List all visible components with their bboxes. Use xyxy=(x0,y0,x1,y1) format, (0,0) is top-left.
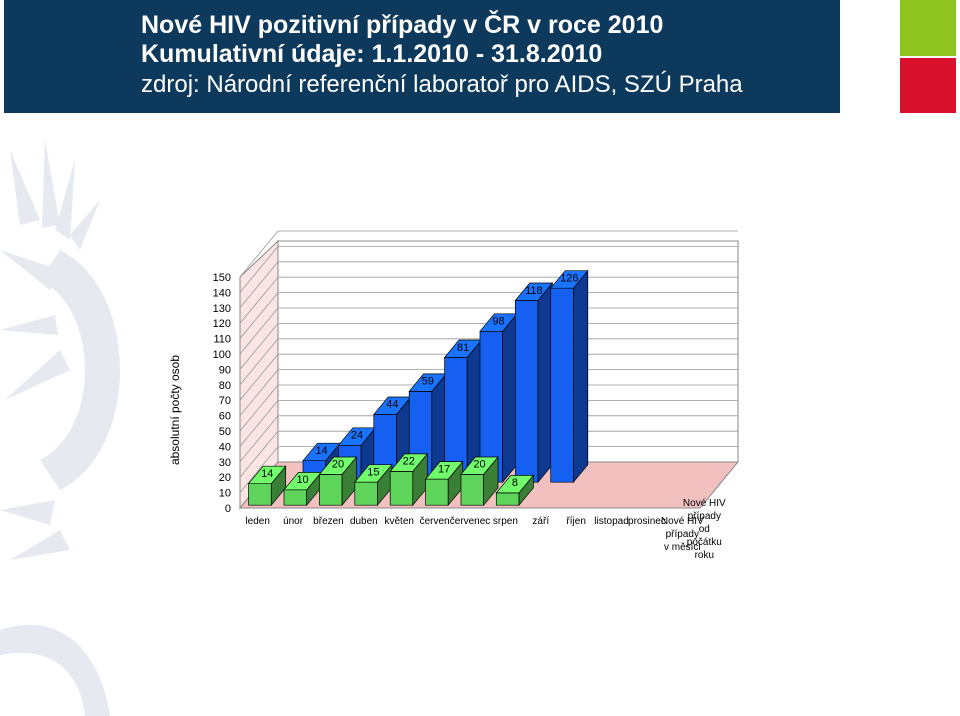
y-tick-label: 50 xyxy=(219,426,231,438)
bar: 20 xyxy=(318,456,358,507)
gridline xyxy=(239,353,279,401)
y-tick-label: 100 xyxy=(213,349,231,361)
background-sun-logo xyxy=(0,140,120,716)
bar: 81 xyxy=(443,339,483,484)
x-tick-label: listopad xyxy=(594,516,628,527)
y-tick-label: 70 xyxy=(219,395,231,407)
x-tick-label: červenec xyxy=(450,516,491,527)
data-label: 118 xyxy=(525,285,543,297)
gridline xyxy=(239,323,279,370)
gridline xyxy=(239,369,279,416)
data-label: 10 xyxy=(296,474,308,486)
page-title: Nové HIV pozitivní případy v ČR v roce 2… xyxy=(141,11,664,39)
data-label: 126 xyxy=(560,272,578,284)
page-subtitle: Kumulativní údaje: 1.1.2010 - 31.8.2010 xyxy=(141,40,603,68)
y-tick-label: 90 xyxy=(219,364,231,376)
x-tick-label: září xyxy=(532,516,549,527)
bar: 17 xyxy=(424,460,464,507)
y-tick-label: 80 xyxy=(219,380,231,392)
bar: 8 xyxy=(495,474,535,507)
y-tick-label: 0 xyxy=(225,503,231,515)
series-label: Nové HIV případy v měsíci xyxy=(661,516,704,553)
data-label: 17 xyxy=(438,463,450,475)
bar: 20 xyxy=(460,456,499,507)
y-tick-label: 10 xyxy=(219,488,231,500)
gridline xyxy=(239,430,279,478)
data-label: 15 xyxy=(367,466,379,478)
gridline xyxy=(239,276,279,324)
data-label: 14 xyxy=(261,468,273,480)
gridline xyxy=(239,261,279,309)
x-tick-label: leden xyxy=(245,516,269,527)
bar: 15 xyxy=(354,463,393,507)
bar: 126 xyxy=(549,269,589,484)
bar: 14 xyxy=(247,465,287,507)
x-tick-label: únor xyxy=(283,516,304,527)
gridline xyxy=(239,246,279,293)
data-label: 81 xyxy=(457,342,469,354)
title-banner xyxy=(4,0,840,113)
gridline xyxy=(239,307,279,355)
bar: 22 xyxy=(389,452,429,507)
y-tick-label: 120 xyxy=(213,318,231,330)
x-tick-label: duben xyxy=(350,516,378,527)
gridline xyxy=(239,230,279,278)
data-label: 14 xyxy=(315,445,327,457)
data-label: 20 xyxy=(473,459,485,471)
y-tick-label: 130 xyxy=(213,303,231,315)
series-label: Nové HIV případy od počátku roku xyxy=(683,498,726,561)
y-tick-label: 110 xyxy=(213,334,231,346)
data-label: 8 xyxy=(512,477,518,489)
data-label: 98 xyxy=(492,316,504,328)
gridline xyxy=(239,338,279,386)
data-label: 24 xyxy=(351,430,363,442)
red-square-right xyxy=(900,58,956,113)
data-label: 20 xyxy=(332,459,344,471)
data-label: 22 xyxy=(403,456,415,468)
gridline xyxy=(239,446,279,493)
gridline xyxy=(239,384,279,432)
y-tick-label: 40 xyxy=(219,441,231,453)
gridline xyxy=(239,400,279,447)
gridline xyxy=(239,292,279,339)
x-tick-label: říjen xyxy=(566,516,585,527)
x-tick-label: prosinec xyxy=(628,516,666,527)
gridline xyxy=(239,415,279,463)
data-label: 59 xyxy=(422,376,434,388)
y-tick-label: 150 xyxy=(213,272,231,284)
data-label: 44 xyxy=(386,399,398,411)
y-tick-label: 30 xyxy=(219,457,231,469)
green-square-top-right xyxy=(900,0,956,56)
x-tick-label: květen xyxy=(384,516,413,527)
x-tick-label: březen xyxy=(313,516,344,527)
source-line: zdroj: Národní referenční laboratoř pro … xyxy=(141,71,743,98)
x-tick-label: srpen xyxy=(493,516,518,527)
x-tick-label: červen xyxy=(420,516,450,527)
bar: 118 xyxy=(514,282,554,484)
y-tick-label: 60 xyxy=(219,411,231,423)
y-tick-label: 20 xyxy=(219,472,231,484)
y-tick-label: 140 xyxy=(213,287,231,299)
